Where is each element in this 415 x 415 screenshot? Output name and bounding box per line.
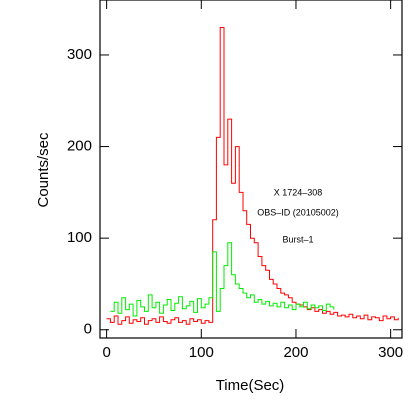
light-curve — [110, 242, 335, 317]
y-tick-label: 100 — [67, 229, 92, 246]
x-tick-label: 100 — [189, 344, 214, 361]
y-tick-label: 300 — [67, 46, 92, 63]
y-tick-label: 0 — [84, 321, 92, 338]
y-tick-label: 200 — [67, 138, 92, 155]
x-axis-label: Time(Sec) — [216, 377, 285, 394]
y-axis-label: Counts/sec — [35, 132, 52, 208]
x-tick-label: 200 — [283, 344, 308, 361]
x-tick-label: 300 — [378, 344, 403, 361]
light-curve — [106, 27, 399, 325]
annotation: OBS–ID (20105002) — [257, 207, 339, 217]
x-tick-label: 0 — [102, 344, 110, 361]
annotation: Burst–1 — [282, 234, 313, 244]
annotation: X 1724–308 — [274, 187, 323, 197]
plot-frame — [99, 0, 403, 339]
